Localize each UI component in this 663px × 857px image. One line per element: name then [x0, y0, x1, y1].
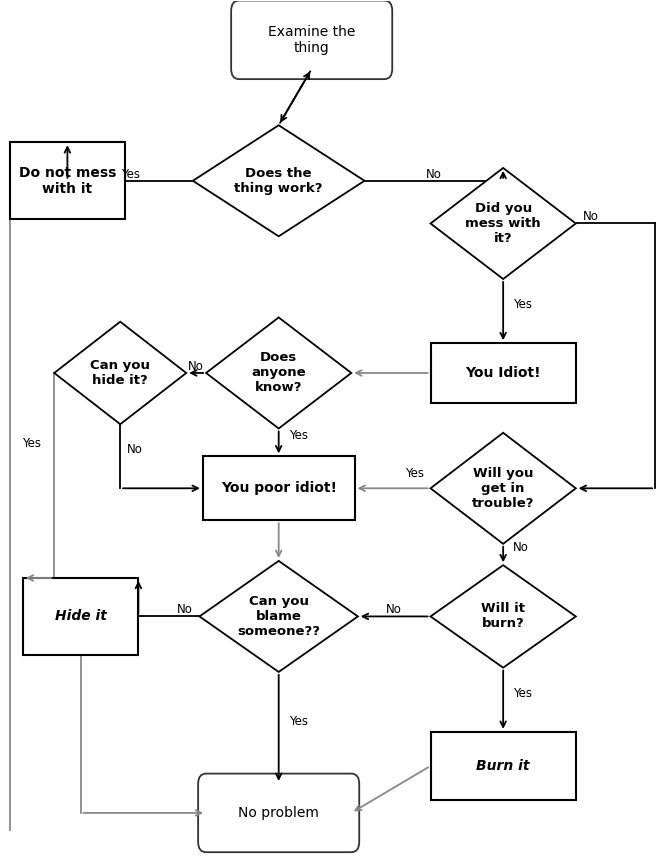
Text: Examine the
thing: Examine the thing [268, 25, 355, 55]
Bar [430, 343, 575, 403]
Polygon shape [430, 565, 575, 668]
Text: You Idiot!: You Idiot! [465, 366, 541, 380]
FancyBboxPatch shape [198, 774, 359, 852]
Polygon shape [430, 168, 575, 279]
Text: No: No [582, 211, 598, 224]
Text: Do not mess
with it: Do not mess with it [19, 165, 116, 196]
Text: Will you
get in
trouble?: Will you get in trouble? [472, 467, 534, 510]
Text: No: No [177, 603, 193, 616]
Text: Did you
mess with
it?: Did you mess with it? [465, 202, 541, 245]
Text: Hide it: Hide it [54, 609, 107, 623]
Text: No: No [127, 443, 143, 456]
Bar [203, 456, 355, 520]
Text: Yes: Yes [22, 437, 41, 450]
Bar [430, 732, 575, 800]
Text: Yes: Yes [121, 168, 140, 181]
Polygon shape [430, 433, 575, 544]
FancyBboxPatch shape [231, 1, 392, 79]
Text: Yes: Yes [513, 298, 532, 311]
Text: Yes: Yes [288, 429, 308, 442]
Bar [10, 142, 125, 219]
Text: No: No [387, 603, 402, 616]
Text: Yes: Yes [405, 467, 424, 480]
Polygon shape [200, 560, 358, 672]
Text: Yes: Yes [513, 686, 532, 699]
Text: You poor idiot!: You poor idiot! [221, 482, 337, 495]
Text: Burn it: Burn it [477, 759, 530, 773]
Text: Yes: Yes [288, 715, 308, 728]
Text: Does
anyone
know?: Does anyone know? [251, 351, 306, 394]
Text: Will it
burn?: Will it burn? [481, 602, 525, 631]
Text: No: No [188, 360, 204, 373]
Text: Can you
blame
someone??: Can you blame someone?? [237, 595, 320, 638]
Polygon shape [206, 317, 351, 428]
Polygon shape [54, 321, 186, 424]
Text: No problem: No problem [238, 806, 319, 820]
Text: No: No [426, 168, 442, 181]
Text: No: No [513, 542, 529, 554]
Text: Can you
hide it?: Can you hide it? [90, 359, 151, 387]
Bar [23, 578, 139, 655]
Polygon shape [193, 125, 365, 237]
Text: Does the
thing work?: Does the thing work? [235, 167, 323, 195]
